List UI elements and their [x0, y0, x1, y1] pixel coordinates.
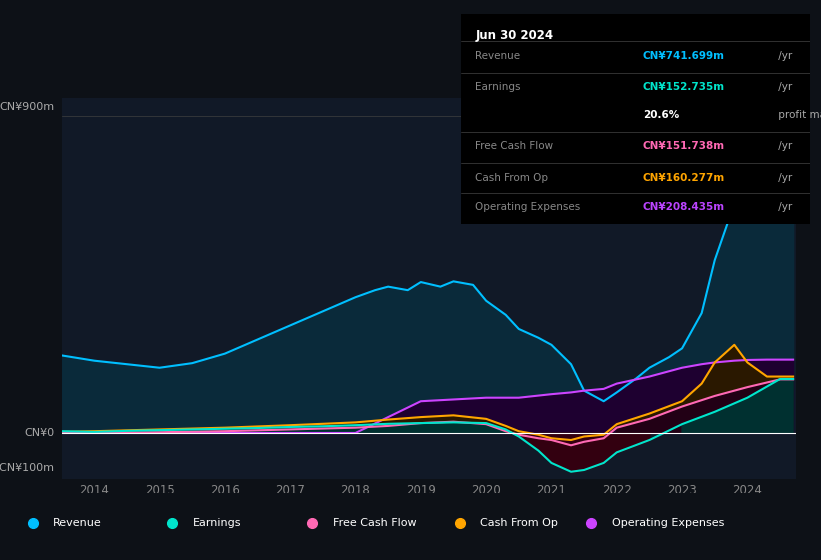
Text: Cash From Op: Cash From Op — [480, 518, 558, 528]
Text: 20.6%: 20.6% — [643, 110, 679, 120]
Text: /yr: /yr — [776, 141, 793, 151]
Text: -CN¥100m: -CN¥100m — [0, 463, 54, 473]
Text: /yr: /yr — [776, 51, 793, 61]
Text: Operating Expenses: Operating Expenses — [475, 202, 580, 212]
Text: Operating Expenses: Operating Expenses — [612, 518, 724, 528]
Text: Free Cash Flow: Free Cash Flow — [475, 141, 553, 151]
Text: Earnings: Earnings — [475, 82, 521, 92]
Text: profit margin: profit margin — [776, 110, 821, 120]
Text: CN¥152.735m: CN¥152.735m — [643, 82, 725, 92]
Text: CN¥0: CN¥0 — [24, 428, 54, 438]
Text: CN¥208.435m: CN¥208.435m — [643, 202, 725, 212]
Text: CN¥900m: CN¥900m — [0, 102, 54, 112]
Text: Cash From Op: Cash From Op — [475, 173, 548, 183]
Text: /yr: /yr — [776, 173, 793, 183]
Text: Revenue: Revenue — [53, 518, 102, 528]
Text: CN¥741.699m: CN¥741.699m — [643, 51, 725, 61]
Text: CN¥160.277m: CN¥160.277m — [643, 173, 725, 183]
Text: Free Cash Flow: Free Cash Flow — [333, 518, 416, 528]
Text: Jun 30 2024: Jun 30 2024 — [475, 29, 553, 41]
Text: /yr: /yr — [776, 202, 793, 212]
Text: Revenue: Revenue — [475, 51, 521, 61]
Text: Earnings: Earnings — [193, 518, 241, 528]
Text: /yr: /yr — [776, 82, 793, 92]
Text: CN¥151.738m: CN¥151.738m — [643, 141, 725, 151]
